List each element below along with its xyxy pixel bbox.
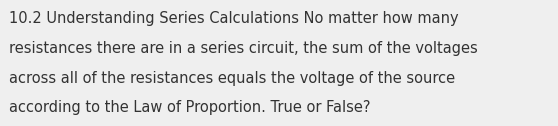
- Text: 10.2 Understanding Series Calculations No matter how many: 10.2 Understanding Series Calculations N…: [9, 11, 459, 26]
- Text: resistances there are in a series circuit, the sum of the voltages: resistances there are in a series circui…: [9, 41, 478, 56]
- Text: according to the Law of Proportion. True or False?: according to the Law of Proportion. True…: [9, 100, 371, 115]
- Text: across all of the resistances equals the voltage of the source: across all of the resistances equals the…: [9, 71, 456, 86]
